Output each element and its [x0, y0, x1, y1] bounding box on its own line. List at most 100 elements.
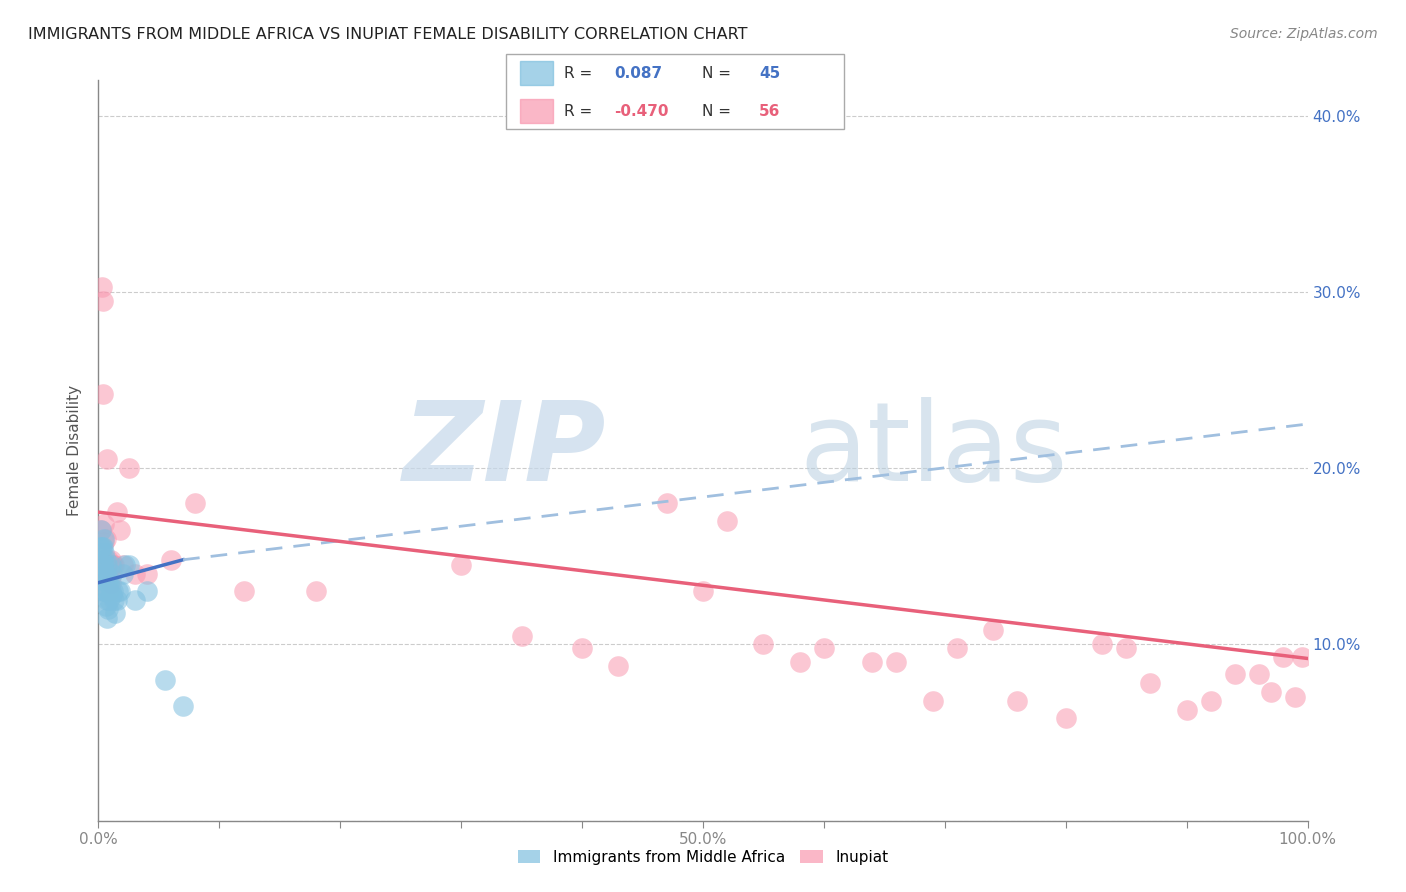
Point [97, 566, 120, 581]
Point [172, 699, 194, 714]
Point [93, 546, 115, 560]
Point [93, 558, 115, 572]
Point [655, 496, 678, 510]
Point [96, 558, 118, 572]
Point [1007, 694, 1029, 708]
FancyBboxPatch shape [506, 54, 844, 129]
Point [789, 655, 811, 669]
Point [91, 584, 114, 599]
Point [450, 558, 472, 572]
Point [101, 558, 124, 572]
Point [93, 517, 115, 532]
Point [90, 523, 112, 537]
Point [91, 279, 114, 293]
Point [716, 514, 738, 528]
Text: ZIP: ZIP [402, 397, 606, 504]
Point [1291, 649, 1313, 664]
Point [510, 628, 533, 642]
Point [91, 387, 114, 401]
Point [94, 553, 117, 567]
Point [946, 640, 969, 655]
Point [101, 584, 124, 599]
Point [107, 584, 129, 599]
Bar [520, 99, 554, 123]
Point [103, 558, 125, 572]
Point [97, 570, 120, 584]
Point [111, 558, 134, 572]
Text: N =: N = [702, 66, 731, 81]
Point [153, 673, 176, 687]
Point [1054, 711, 1077, 725]
Point [104, 606, 127, 620]
Point [1115, 640, 1137, 655]
Bar [520, 62, 554, 86]
Point [114, 558, 136, 572]
Point [91, 566, 114, 581]
Point [100, 553, 122, 567]
Point [93, 535, 115, 549]
Point [94, 558, 117, 572]
Point [93, 532, 115, 546]
Point [94, 532, 117, 546]
Point [1175, 703, 1198, 717]
Point [93, 570, 115, 584]
Legend: Immigrants from Middle Africa, Inupiat: Immigrants from Middle Africa, Inupiat [517, 850, 889, 865]
Point [1139, 676, 1161, 690]
Point [184, 496, 207, 510]
Point [94, 599, 117, 613]
Text: R =: R = [564, 103, 592, 119]
Point [96, 452, 118, 467]
Point [98, 593, 121, 607]
Point [111, 566, 134, 581]
Text: 56: 56 [759, 103, 780, 119]
Text: atlas: atlas [800, 397, 1069, 504]
Point [692, 584, 714, 599]
Point [118, 558, 141, 572]
Point [91, 570, 114, 584]
Point [103, 593, 125, 607]
Point [98, 575, 121, 590]
Point [100, 588, 122, 602]
Point [1260, 685, 1282, 699]
Point [108, 584, 131, 599]
Point [105, 505, 128, 519]
Point [105, 593, 128, 607]
Point [118, 461, 141, 475]
Point [571, 640, 593, 655]
Point [94, 566, 117, 581]
Point [100, 575, 122, 590]
Point [813, 640, 835, 655]
Point [860, 655, 883, 669]
Point [93, 584, 115, 599]
Text: IMMIGRANTS FROM MIDDLE AFRICA VS INUPIAT FEMALE DISABILITY CORRELATION CHART: IMMIGRANTS FROM MIDDLE AFRICA VS INUPIAT… [28, 27, 748, 42]
Point [96, 575, 118, 590]
Point [90, 523, 112, 537]
Point [90, 541, 112, 555]
Point [97, 602, 120, 616]
Point [981, 624, 1004, 638]
Point [91, 541, 114, 555]
Point [921, 694, 943, 708]
Point [91, 558, 114, 572]
Point [100, 558, 122, 572]
Point [91, 553, 114, 567]
Text: 0.087: 0.087 [614, 66, 662, 81]
Point [305, 584, 328, 599]
Point [100, 566, 122, 581]
Text: N =: N = [702, 103, 731, 119]
Point [1272, 649, 1295, 664]
Point [94, 584, 117, 599]
Point [124, 566, 146, 581]
Point [752, 637, 775, 651]
Text: R =: R = [564, 66, 592, 81]
Point [96, 593, 118, 607]
Point [91, 541, 114, 555]
Point [232, 584, 254, 599]
Point [1091, 637, 1114, 651]
Point [96, 611, 118, 625]
Point [91, 293, 114, 308]
Point [108, 523, 131, 537]
Point [160, 553, 183, 567]
Text: -0.470: -0.470 [614, 103, 669, 119]
Point [1223, 667, 1246, 681]
